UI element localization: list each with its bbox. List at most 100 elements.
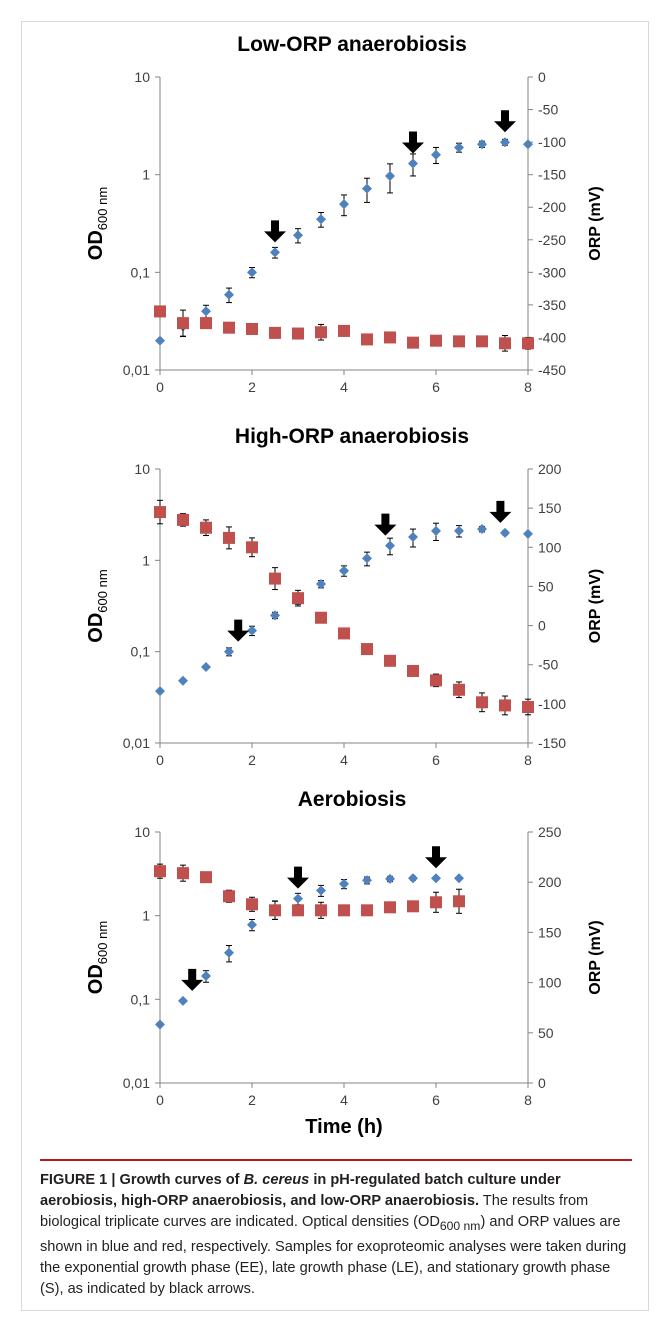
y-right-label: ORP (mV): [587, 920, 604, 994]
od-point: [477, 524, 487, 535]
y-right-tick-label: 100: [538, 975, 562, 991]
orp-series: [154, 305, 534, 352]
y-left-tick-label: 0,01: [123, 1075, 150, 1091]
y-right-tick-label: -450: [538, 362, 566, 378]
orp-point: [453, 895, 465, 908]
figure-caption: FIGURE 1 | Growth curves of B. cereus in…: [40, 1170, 632, 1300]
od-point: [293, 230, 303, 241]
od-point: [224, 646, 234, 657]
orp-point: [154, 506, 166, 519]
orp-point: [292, 327, 304, 340]
orp-point: [154, 305, 166, 318]
y-left-tick-label: 0,1: [131, 644, 151, 660]
y-right-tick-label: 0: [538, 618, 546, 634]
orp-point: [223, 531, 235, 544]
orp-point: [269, 572, 281, 585]
orp-point: [177, 513, 189, 526]
x-tick-label: 4: [340, 379, 348, 395]
od-point: [178, 675, 188, 686]
sample-arrow: [287, 866, 309, 889]
od-point: [500, 137, 510, 148]
od-point: [178, 995, 188, 1006]
orp-point: [384, 901, 396, 914]
x-tick-label: 8: [524, 379, 532, 395]
x-tick-label: 2: [248, 379, 256, 395]
od-series: [155, 137, 533, 346]
orp-point: [384, 654, 396, 667]
y-right-tick-label: 250: [538, 824, 562, 840]
orp-point: [200, 871, 212, 884]
y-left-tick-label: 1: [142, 552, 150, 568]
od-point: [362, 183, 372, 194]
od-point: [270, 247, 280, 258]
od-point: [431, 149, 441, 160]
sample-arrow: [489, 500, 512, 523]
od-point: [385, 170, 395, 181]
y-right-label: ORP (mV): [587, 186, 604, 260]
orp-point: [407, 664, 419, 677]
chart-1: Low-ORP anaerobiosis 10 1 0,1 0,01 0 -50 -100 -1…: [85, 33, 604, 395]
orp-point: [338, 627, 350, 640]
orp-series: [154, 863, 465, 920]
orp-point: [453, 683, 465, 696]
x-tick-label: 6: [432, 1092, 440, 1108]
orp-point: [453, 335, 465, 348]
sample-arrow: [494, 110, 516, 133]
orp-point: [476, 696, 488, 709]
y-right-tick-label: 100: [538, 539, 562, 555]
y-left-tick-label: 10: [134, 461, 150, 477]
chart-2: High-ORP anaerobiosis1010,10,01200150100…: [85, 425, 604, 768]
orp-point: [177, 317, 189, 330]
od-point: [155, 335, 165, 346]
orp-point: [361, 333, 373, 346]
sample-arrow: [374, 513, 397, 536]
od-point: [454, 873, 464, 884]
chart-title: High-ORP anaerobiosis: [235, 425, 469, 448]
y-right-tick-label: -200: [538, 199, 566, 215]
y-right-tick-label: -50: [538, 102, 558, 118]
orp-point: [269, 904, 281, 917]
od-point: [293, 893, 303, 904]
orp-point: [430, 674, 442, 687]
orp-point: [292, 904, 304, 917]
chart-title: Low-ORP anaerobiosis: [237, 33, 467, 56]
od-point: [385, 873, 395, 884]
y-left-tick-label: 10: [134, 824, 150, 840]
orp-point: [223, 321, 235, 334]
y-right-tick-label: -100: [538, 134, 566, 150]
figure-frame: [21, 21, 649, 1311]
y-left-tick-label: 0,01: [123, 362, 150, 378]
y-left-tick-label: 0,1: [131, 991, 151, 1007]
orp-point: [499, 337, 511, 350]
orp-point: [154, 865, 166, 878]
orp-point: [269, 326, 281, 339]
x-tick-label: 0: [156, 1092, 164, 1108]
od-point: [270, 610, 280, 621]
orp-point: [315, 611, 327, 624]
orp-point: [522, 337, 534, 350]
orp-point: [384, 331, 396, 344]
caption-rule: [40, 1159, 632, 1161]
x-tick-label: 2: [248, 752, 256, 768]
od-point: [247, 267, 257, 278]
y-right-label: ORP (mV): [587, 569, 604, 643]
orp-point: [338, 324, 350, 337]
orp-point: [430, 896, 442, 909]
y-left-tick-label: 1: [142, 167, 150, 183]
orp-point: [292, 592, 304, 605]
y-left-tick-label: 0,1: [131, 264, 151, 280]
y-right-tick-label: 0: [538, 69, 546, 85]
od-point: [431, 873, 441, 884]
sample-arrow: [227, 619, 250, 642]
orp-point: [522, 700, 534, 713]
orp-point: [315, 904, 327, 917]
y-right-tick-label: 200: [538, 874, 562, 890]
od-point: [454, 142, 464, 153]
y-right-tick-label: -150: [538, 735, 566, 751]
y-left-label: OD600 nm: [85, 187, 110, 260]
od-point: [454, 525, 464, 536]
x-axis-label: Time (h): [305, 1116, 382, 1138]
od-point: [155, 1019, 165, 1030]
od-point: [316, 885, 326, 896]
